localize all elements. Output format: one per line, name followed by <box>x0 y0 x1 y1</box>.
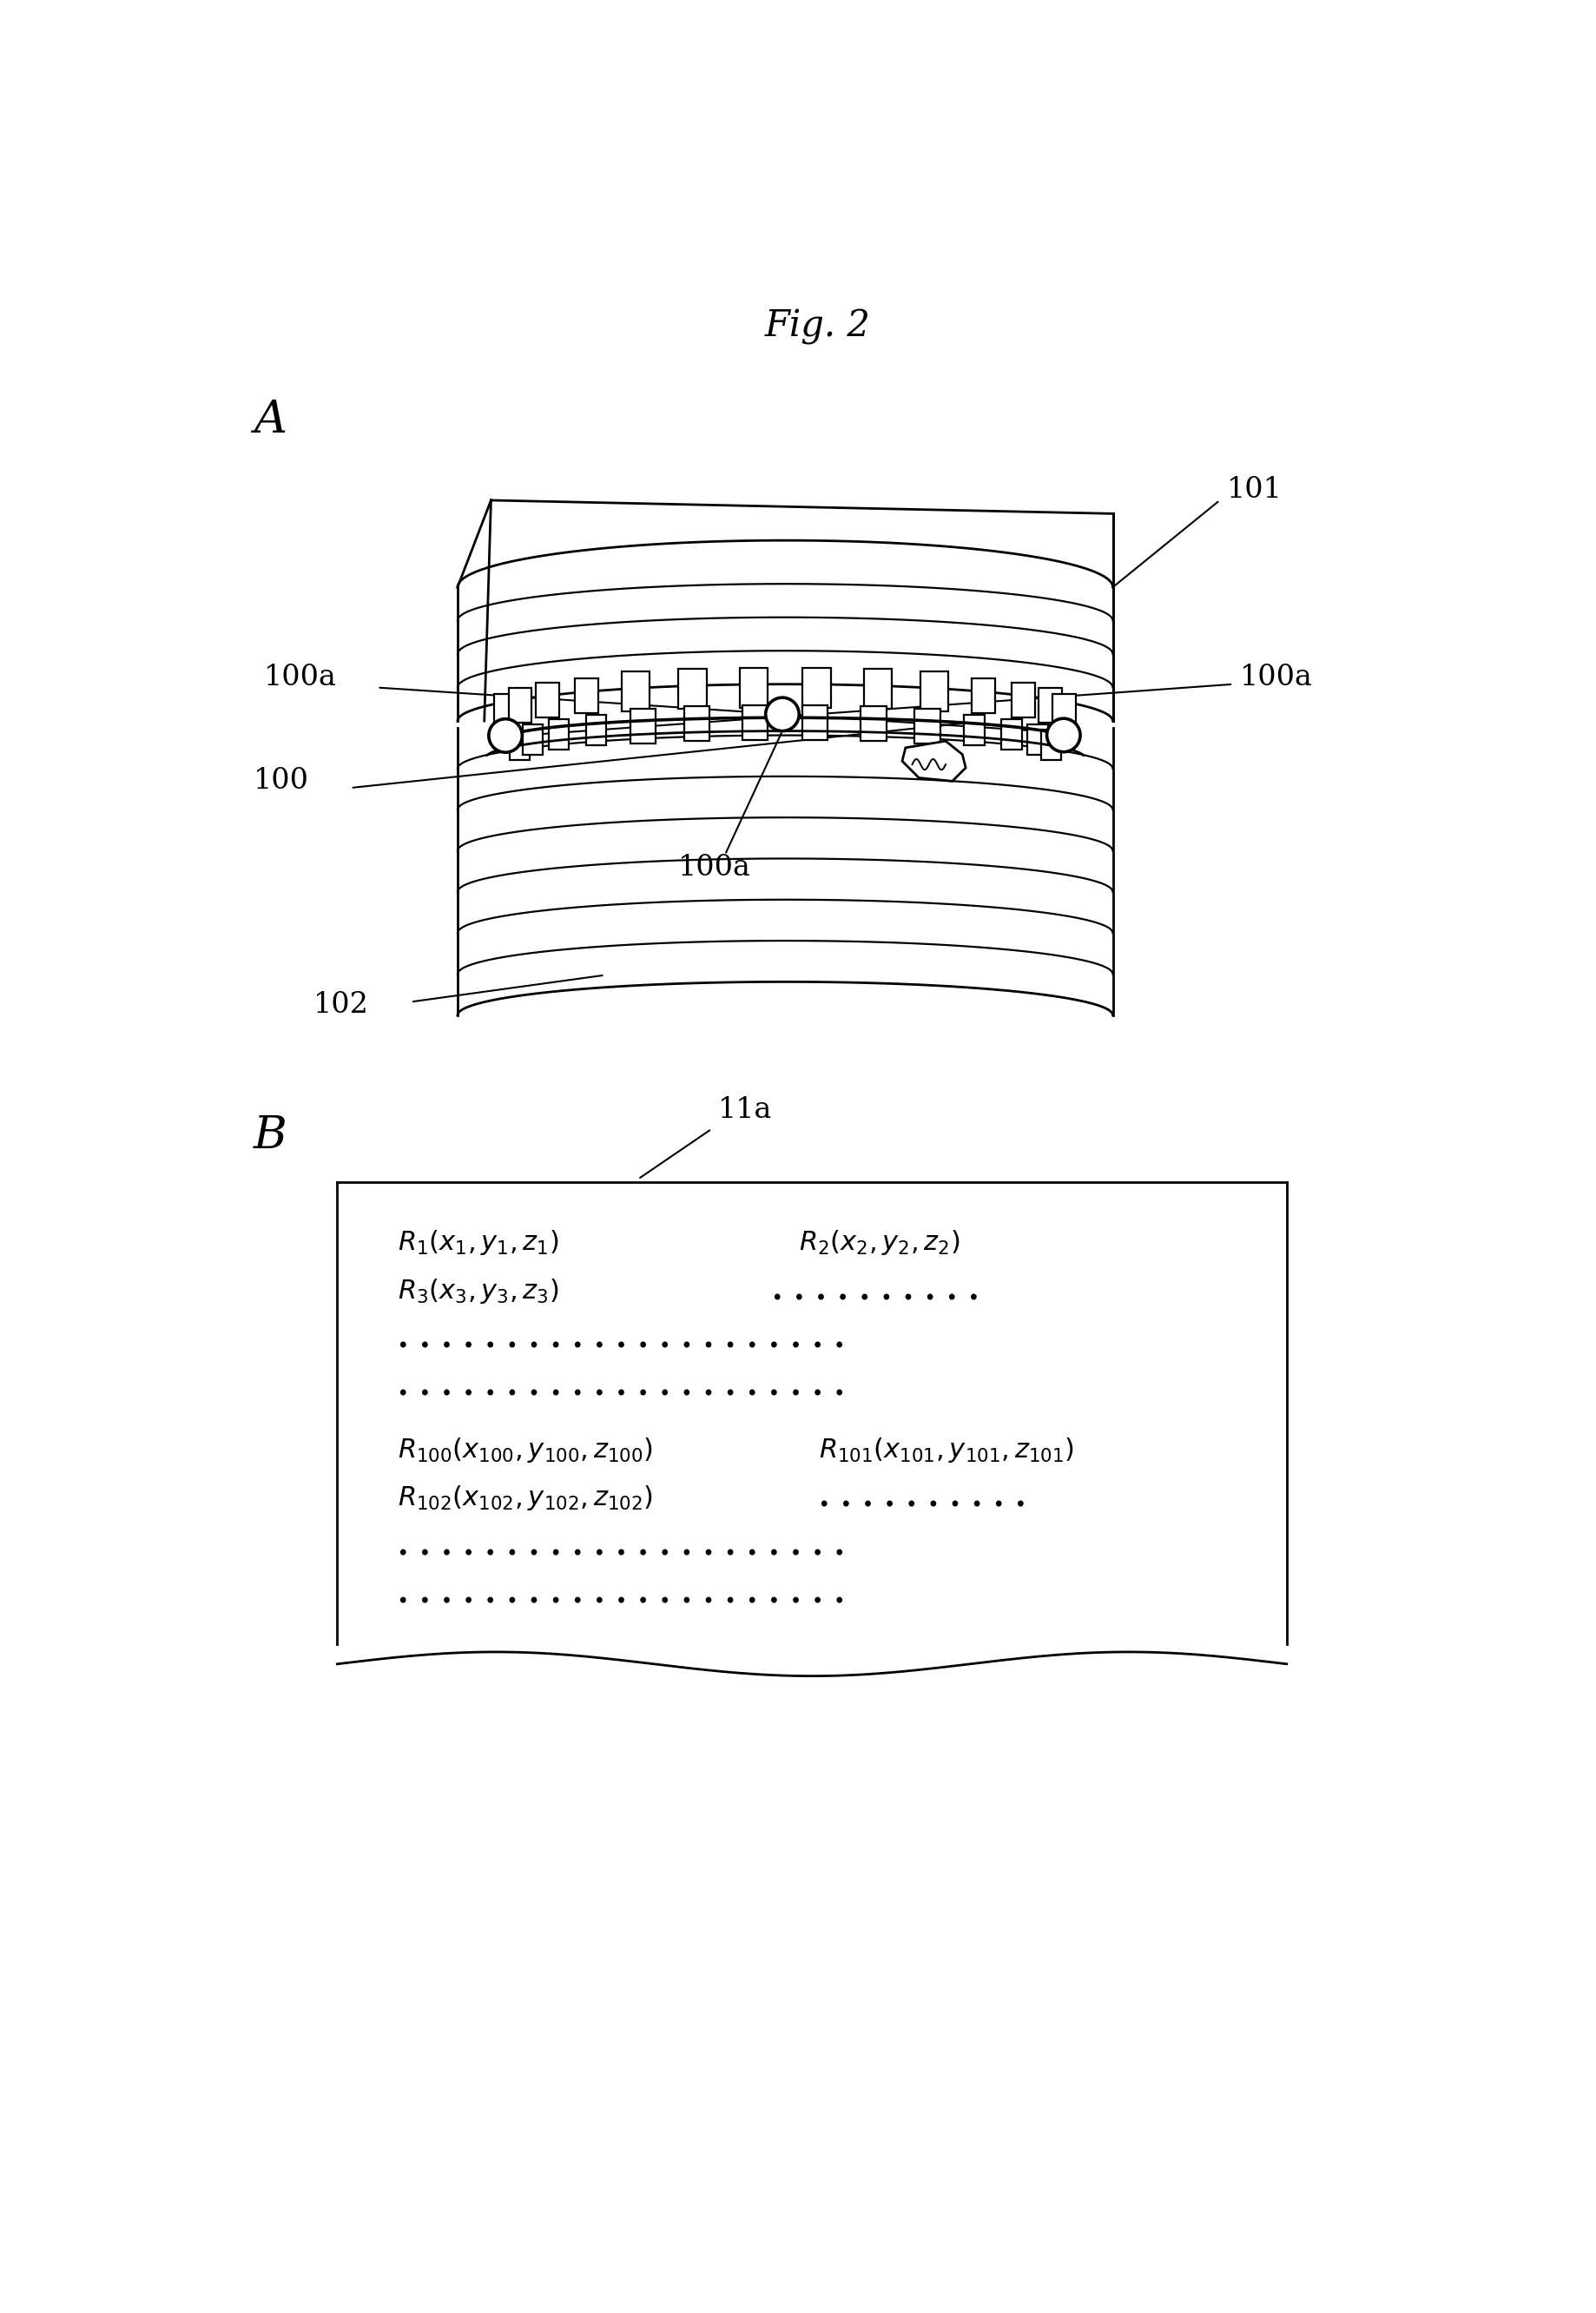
Text: $R_{101}(x_{101}, y_{101}, z_{101})$: $R_{101}(x_{101}, y_{101}, z_{101})$ <box>819 1436 1074 1464</box>
Bar <box>1028 724 1047 754</box>
Bar <box>630 708 656 742</box>
Text: 11a: 11a <box>718 1096 772 1124</box>
Bar <box>860 705 886 740</box>
Bar <box>523 724 543 754</box>
Text: $R_{100}(x_{100}, y_{100}, z_{100})$: $R_{100}(x_{100}, y_{100}, z_{100})$ <box>397 1436 653 1464</box>
Text: Fig. 2: Fig. 2 <box>764 308 871 345</box>
Text: A: A <box>254 398 287 442</box>
Bar <box>549 719 568 749</box>
Circle shape <box>766 699 800 731</box>
Polygon shape <box>902 740 966 782</box>
Bar <box>803 705 828 740</box>
Text: 102: 102 <box>314 992 369 1020</box>
Bar <box>803 668 830 708</box>
Bar <box>1012 682 1034 717</box>
Text: 101: 101 <box>1226 476 1282 504</box>
Bar <box>915 708 940 742</box>
Bar <box>685 705 710 740</box>
Text: . . . . . . . . . . . . . . . . . . . . .: . . . . . . . . . . . . . . . . . . . . … <box>397 1323 844 1353</box>
Bar <box>575 678 598 712</box>
Bar <box>509 687 531 724</box>
Text: $R_{102}(x_{102}, y_{102}, z_{102})$: $R_{102}(x_{102}, y_{102}, z_{102})$ <box>397 1483 653 1513</box>
Bar <box>509 731 530 761</box>
Bar <box>622 671 650 712</box>
Bar <box>1041 731 1061 761</box>
Bar <box>739 668 768 708</box>
Text: . . . . . . . . . . . . . . . . . . . . .: . . . . . . . . . . . . . . . . . . . . … <box>397 1531 844 1561</box>
Bar <box>921 671 948 712</box>
Bar <box>1002 719 1021 749</box>
Bar <box>678 668 707 710</box>
Bar <box>586 715 606 745</box>
Bar <box>1039 687 1061 724</box>
Circle shape <box>1047 719 1080 752</box>
Bar <box>536 682 559 717</box>
Bar <box>1052 694 1076 729</box>
Text: 100a: 100a <box>263 664 337 692</box>
Text: . . . . . . . . . . . . . . . . . . . . .: . . . . . . . . . . . . . . . . . . . . … <box>397 1580 844 1610</box>
Text: 100a: 100a <box>1240 664 1312 692</box>
Bar <box>972 678 996 712</box>
Bar <box>964 715 985 745</box>
Circle shape <box>488 719 522 752</box>
Text: 100a: 100a <box>678 853 752 881</box>
Bar <box>495 694 517 729</box>
Text: $R_1(x_1, y_1, z_1)$: $R_1(x_1, y_1, z_1)$ <box>397 1228 559 1256</box>
Text: . . . . . . . . . .: . . . . . . . . . . <box>819 1483 1026 1513</box>
Bar <box>863 668 892 710</box>
Text: 100: 100 <box>254 768 310 796</box>
Text: . . . . . . . . . .: . . . . . . . . . . <box>772 1277 978 1305</box>
Text: B: B <box>254 1113 287 1159</box>
Text: $R_3(x_3, y_3, z_3)$: $R_3(x_3, y_3, z_3)$ <box>397 1277 559 1305</box>
Text: . . . . . . . . . . . . . . . . . . . . .: . . . . . . . . . . . . . . . . . . . . … <box>397 1372 844 1402</box>
Bar <box>742 705 768 740</box>
Text: $R_2(x_2, y_2, z_2)$: $R_2(x_2, y_2, z_2)$ <box>798 1228 959 1256</box>
